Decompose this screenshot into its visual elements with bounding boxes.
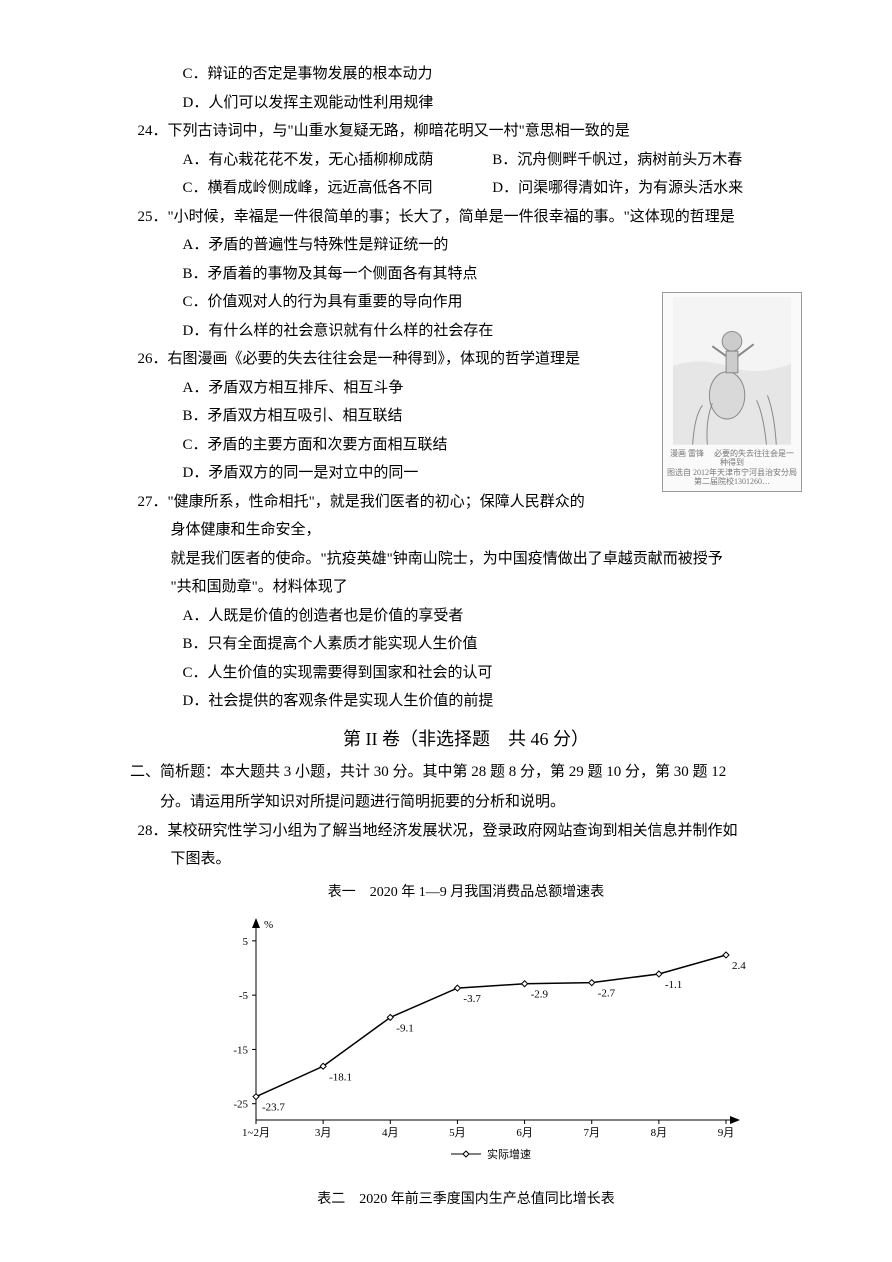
q24-options-row1: A．有心栽花花不发，无心插柳柳成荫 B．沉舟侧畔千帆过，病树前头万木春 [130, 146, 802, 175]
q25-stem: 25．"小时候，幸福是一件很简单的事；长大了，简单是一件很幸福的事。"这体现的哲… [138, 203, 803, 232]
q24-option-d: D．问渠哪得清如许，为有源头活水来 [492, 174, 802, 203]
svg-text:-23.7: -23.7 [262, 1102, 285, 1114]
section-ii-title: 第 II 卷（非选择题 共 46 分） [130, 722, 802, 756]
svg-text:-3.7: -3.7 [463, 993, 481, 1005]
svg-text:2.4: 2.4 [732, 960, 746, 972]
svg-text:-1.1: -1.1 [665, 979, 682, 991]
svg-text:-9.1: -9.1 [396, 1023, 413, 1035]
cartoon-caption-author: 漫画 雷锋 [670, 449, 704, 458]
svg-text:-5: -5 [239, 990, 249, 1002]
cartoon-illustration: 漫画 雷锋 必要的失去往往会是一种得到 图选自 2012年天津市宁河县治安分局第… [662, 292, 802, 492]
q23-option-d: D．人们可以发挥主观能动性利用规律 [130, 89, 802, 118]
q24-option-b: B．沉舟侧畔千帆过，病树前头万木春 [492, 146, 802, 175]
cartoon-icon [672, 297, 792, 445]
svg-text:6月: 6月 [516, 1127, 533, 1139]
q24-option-c: C．横看成岭侧成峰，远近高低各不同 [183, 174, 493, 203]
q24-option-a: A．有心栽花花不发，无心插柳柳成荫 [183, 146, 493, 175]
q27-stem-line3: 就是我们医者的使命。"抗疫英雄"钟南山院士，为中国疫情做出了卓越贡献而被授予 [130, 545, 802, 574]
table1-chart: % 5 -5 -15 -25 -23.7 1~2月 -18.1 3月 -9.1 4月 -3.7 5月 -2… [130, 910, 802, 1181]
svg-text:实际增速: 实际增速 [487, 1147, 531, 1161]
svg-text:4月: 4月 [382, 1127, 399, 1139]
svg-text:9月: 9月 [718, 1127, 735, 1139]
svg-text:-18.1: -18.1 [329, 1072, 352, 1084]
q28-stem-line2: 下图表。 [130, 845, 802, 874]
q25-option-b: B．矛盾着的事物及其每一个侧面各有其特点 [130, 260, 802, 289]
svg-text:%: % [264, 919, 273, 931]
q28-stem-line1: 28．某校研究性学习小组为了解当地经济发展状况，登录政府网站查询到相关信息并制作… [138, 817, 803, 846]
svg-text:5月: 5月 [449, 1127, 466, 1139]
table1-title: 表一 2020 年 1—9 月我国消费品总额增速表 [130, 880, 802, 907]
svg-text:-25: -25 [233, 1099, 248, 1111]
q24-options-row2: C．横看成岭侧成峰，远近高低各不同 D．问渠哪得清如许，为有源头活水来 [130, 174, 802, 203]
svg-text:7月: 7月 [583, 1127, 600, 1139]
q27-option-d: D．社会提供的客观条件是实现人生价值的前提 [130, 687, 802, 716]
q27-option-a: A．人既是价值的创造者也是价值的享受者 [130, 602, 802, 631]
cartoon-caption-title: 必要的失去往往会是一种得到 [714, 449, 794, 468]
q23-option-c: C．辩证的否定是事物发展的根本动力 [130, 60, 802, 89]
q27-option-b: B．只有全面提高个人素质才能实现人生价值 [130, 630, 802, 659]
q27-stem-line4: "共和国勋章"。材料体现了 [130, 573, 802, 602]
svg-text:3月: 3月 [315, 1127, 332, 1139]
svg-text:-2.9: -2.9 [531, 989, 549, 1001]
q25-option-a: A．矛盾的普遍性与特殊性是辩证统一的 [130, 231, 802, 260]
svg-text:5: 5 [243, 936, 249, 948]
table2-title: 表二 2020 年前三季度国内生产总值同比增长表 [130, 1187, 802, 1214]
svg-text:-15: -15 [233, 1045, 248, 1057]
svg-text:-2.7: -2.7 [598, 988, 616, 1000]
line-chart-svg: % 5 -5 -15 -25 -23.7 1~2月 -18.1 3月 -9.1 4月 -3.7 5月 -2… [186, 910, 746, 1170]
svg-text:1~2月: 1~2月 [242, 1127, 270, 1139]
svg-text:8月: 8月 [651, 1127, 668, 1139]
q27-stem-line2: 身体健康和生命安全， [130, 516, 802, 545]
q27-option-c: C．人生价值的实现需要得到国家和社会的认可 [130, 659, 802, 688]
section-ii-intro-line1: 二、简析题：本大题共 3 小题，共计 30 分。其中第 28 题 8 分，第 2… [130, 758, 802, 787]
section-ii-intro-line2: 分。请运用所学知识对所提问题进行简明扼要的分析和说明。 [130, 788, 802, 817]
q24-stem: 24．下列古诗词中，与"山重水复疑无路，柳暗花明又一村"意思相一致的是 [138, 117, 803, 146]
cartoon-source: 图选自 2012年天津市宁河县治安分局第二届院校1301260… [667, 468, 797, 487]
